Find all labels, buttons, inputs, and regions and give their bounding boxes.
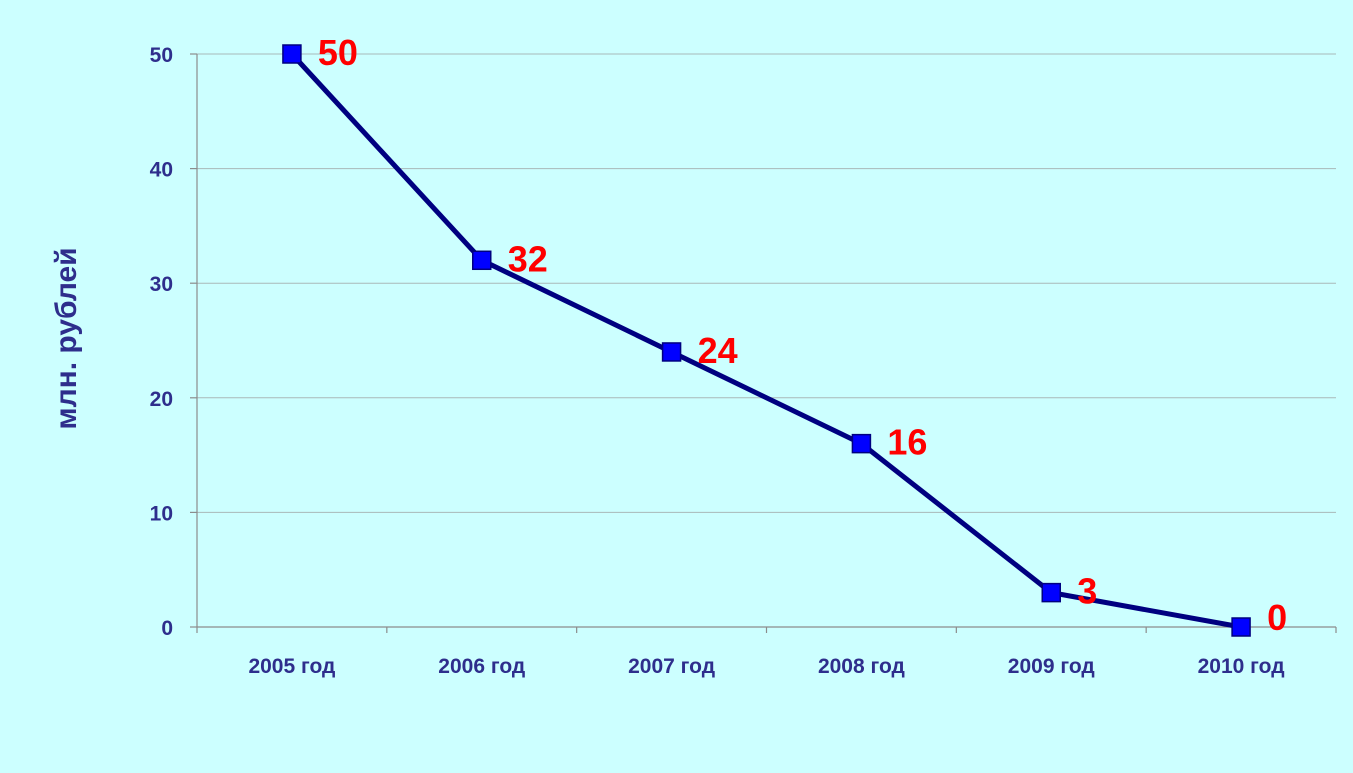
- data-label: 32: [508, 238, 548, 279]
- y-tick-label: 40: [150, 159, 173, 182]
- y-tick-label: 30: [150, 273, 173, 296]
- axes: [190, 53, 1337, 633]
- x-tick-label: 2005 год: [248, 655, 335, 678]
- x-axis-ticks: 2005 год 2006 год 2007 год 2008 год 2009 год…: [248, 655, 1284, 678]
- data-labels: 50 32 24 16 3 0: [318, 32, 1287, 638]
- series: [282, 44, 1251, 637]
- x-tick-label: 2010 год: [1198, 655, 1285, 678]
- data-point-marker: [661, 342, 682, 362]
- series-line: [290, 52, 1242, 630]
- x-tick-label: 2009 год: [1008, 655, 1095, 678]
- y-tick-label: 10: [150, 502, 173, 525]
- data-label: 24: [698, 330, 738, 371]
- data-point-marker: [282, 44, 302, 64]
- x-tick-label: 2008 год: [818, 655, 905, 678]
- y-tick-label: 50: [150, 44, 173, 67]
- data-label: 0: [1267, 597, 1287, 638]
- data-point-marker: [472, 250, 492, 271]
- y-axis-label: млн. рублей: [50, 247, 83, 429]
- data-point-marker: [1231, 617, 1251, 637]
- y-axis-ticks: 0 10 20 30 40 50: [150, 44, 173, 640]
- data-label: 16: [887, 422, 927, 463]
- x-tick-label: 2007 год: [628, 655, 715, 678]
- x-tick-label: 2006 год: [438, 655, 525, 678]
- data-label: 3: [1077, 571, 1097, 612]
- data-point-marker: [1041, 582, 1061, 603]
- data-label: 50: [318, 32, 358, 73]
- y-tick-label: 0: [161, 617, 173, 640]
- gridlines: [197, 53, 1336, 513]
- y-tick-label: 20: [150, 388, 173, 411]
- data-point-marker: [851, 433, 872, 454]
